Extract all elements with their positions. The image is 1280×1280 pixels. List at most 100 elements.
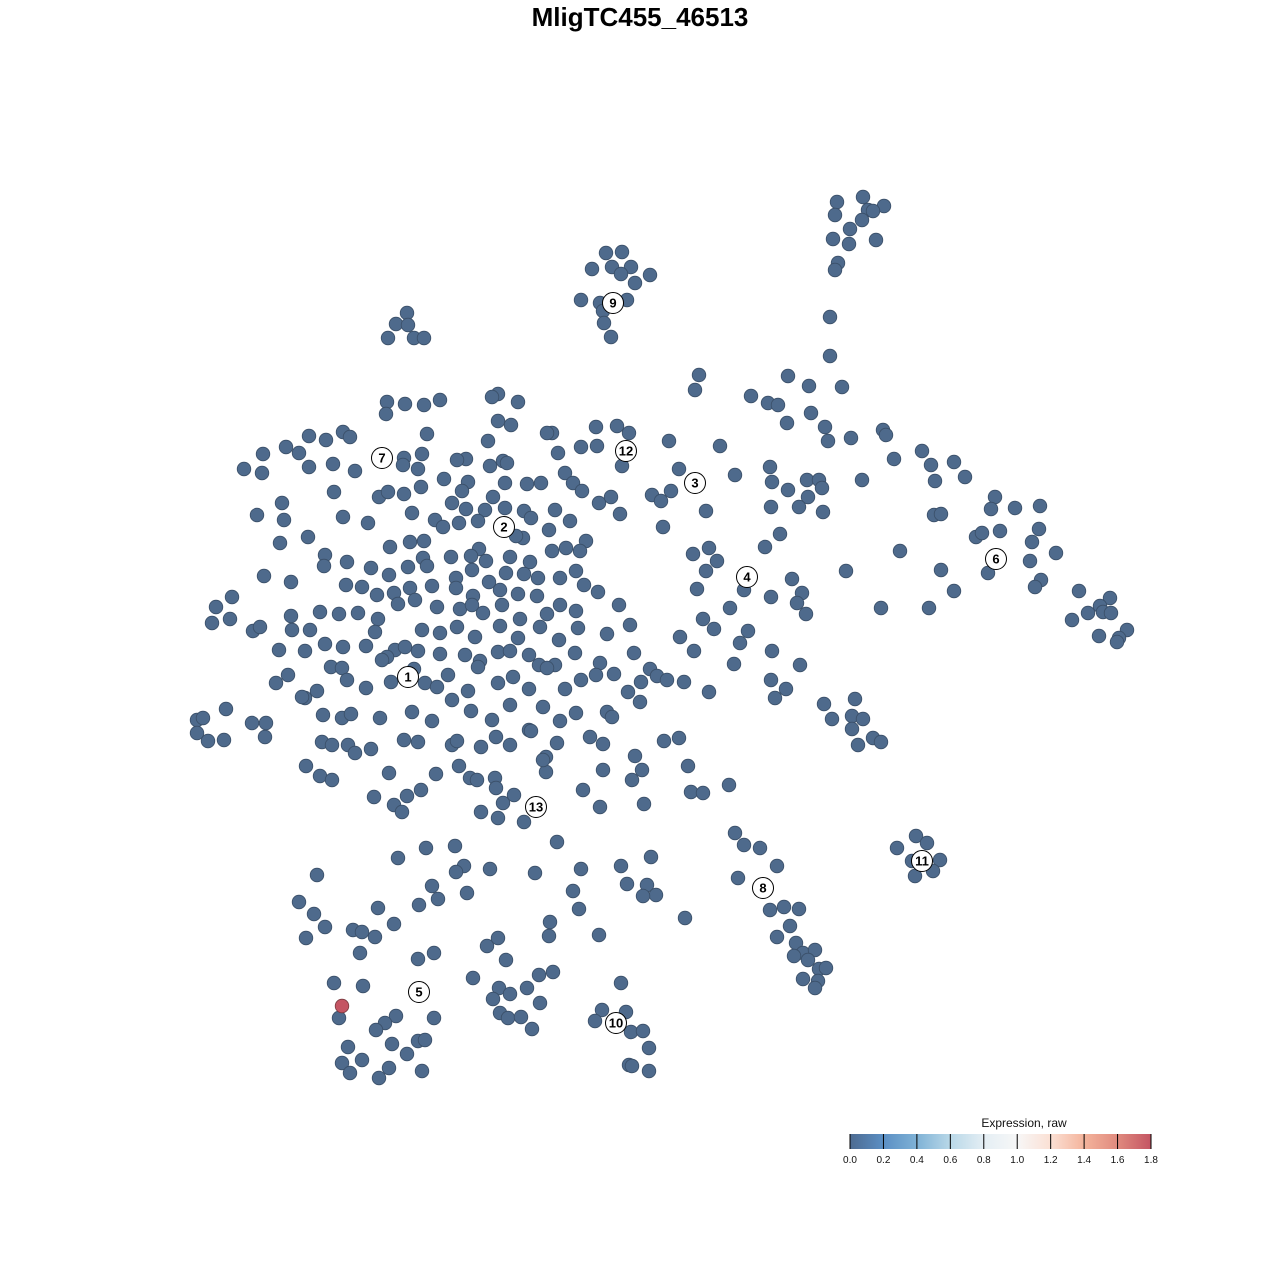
cell-point — [271, 642, 287, 658]
cell-point — [523, 723, 539, 739]
cell-point — [464, 562, 480, 578]
cluster-label-text: 1 — [404, 670, 411, 685]
legend-tick-label: 1.8 — [1144, 1155, 1158, 1166]
cluster-label-5: 5 — [408, 981, 430, 1003]
cell-point — [366, 789, 382, 805]
cluster-label-badge — [605, 1012, 627, 1034]
cell-point — [488, 729, 504, 745]
cell-point — [632, 694, 648, 710]
cell-point — [889, 840, 905, 856]
cell-point — [204, 615, 220, 631]
cell-point — [642, 267, 658, 283]
cell-point — [914, 443, 930, 459]
cluster-label-8: 8 — [752, 877, 774, 899]
cell-point — [378, 406, 394, 422]
cell-point — [436, 471, 452, 487]
cell-point — [789, 595, 805, 611]
cell-point — [763, 589, 779, 605]
cell-point — [444, 692, 460, 708]
cell-point — [591, 927, 607, 943]
cell-point — [335, 509, 351, 525]
cell-point — [208, 599, 224, 615]
cluster-label-12: 12 — [615, 440, 637, 462]
cell-point — [763, 672, 779, 688]
cell-point — [426, 945, 442, 961]
cell-point — [609, 418, 625, 434]
cell-point — [309, 867, 325, 883]
cluster-label-4: 4 — [736, 566, 758, 588]
cell-point — [413, 479, 429, 495]
cell-point — [626, 645, 642, 661]
cell-point — [482, 458, 498, 474]
cell-point — [769, 929, 785, 945]
cell-point — [641, 1040, 657, 1056]
cluster-label-13: 13 — [525, 796, 547, 818]
cell-point — [764, 643, 780, 659]
cell-point — [732, 635, 748, 651]
cell-point — [326, 484, 342, 500]
cell-point — [573, 861, 589, 877]
cell-point — [726, 656, 742, 672]
cell-point — [254, 465, 270, 481]
cell-point — [465, 970, 481, 986]
cell-point — [400, 317, 416, 333]
cell-point — [841, 236, 857, 252]
cell-point — [490, 644, 506, 660]
cell-point — [481, 574, 497, 590]
cell-point — [283, 574, 299, 590]
cell-point — [803, 405, 819, 421]
cell-point — [816, 696, 832, 712]
cell-point — [381, 765, 397, 781]
cluster-label-text: 7 — [378, 451, 385, 466]
cell-point — [490, 930, 506, 946]
cell-point — [371, 1070, 387, 1086]
cell-point — [492, 582, 508, 598]
cell-point — [677, 910, 693, 926]
cell-point — [490, 675, 506, 691]
cell-point — [274, 495, 290, 511]
cell-point — [352, 945, 368, 961]
cell-point — [588, 667, 604, 683]
cell-point — [324, 737, 340, 753]
cell-point — [316, 558, 332, 574]
cluster-label-badge — [911, 850, 933, 872]
cell-point — [791, 901, 807, 917]
cell-point — [1071, 583, 1087, 599]
cell-point — [519, 980, 535, 996]
cell-point — [516, 566, 532, 582]
cell-point — [538, 764, 554, 780]
cell-point — [397, 639, 413, 655]
legend-tick-label: 0.2 — [876, 1155, 890, 1166]
cluster-label-text: 4 — [743, 570, 751, 585]
cell-point — [347, 463, 363, 479]
cell-point — [340, 1039, 356, 1055]
cell-point — [671, 730, 687, 746]
cluster-label-text: 2 — [500, 520, 507, 535]
cell-point — [347, 745, 363, 761]
cell-point — [419, 426, 435, 442]
legend-tick-label: 0.0 — [843, 1155, 857, 1166]
cell-point — [369, 587, 385, 603]
cell-point — [611, 597, 627, 613]
cell-point — [779, 415, 795, 431]
cell-point — [464, 597, 480, 613]
cell-point — [363, 741, 379, 757]
cell-point — [539, 660, 555, 676]
cell-point — [854, 212, 870, 228]
cell-point — [557, 465, 573, 481]
cell-point — [300, 529, 316, 545]
cell-point — [778, 681, 794, 697]
cell-point — [283, 608, 299, 624]
cell-point — [428, 766, 444, 782]
cell-point — [1031, 521, 1047, 537]
cell-point — [817, 419, 833, 435]
cell-point — [429, 679, 445, 695]
cluster-label-badge — [615, 440, 637, 462]
cell-point — [402, 580, 418, 596]
cluster-label-text: 6 — [992, 552, 999, 567]
cluster-label-text: 11 — [915, 854, 929, 869]
cell-point — [510, 630, 526, 646]
cell-point — [524, 1021, 540, 1037]
cell-point — [1109, 634, 1125, 650]
cell-point — [432, 625, 448, 641]
